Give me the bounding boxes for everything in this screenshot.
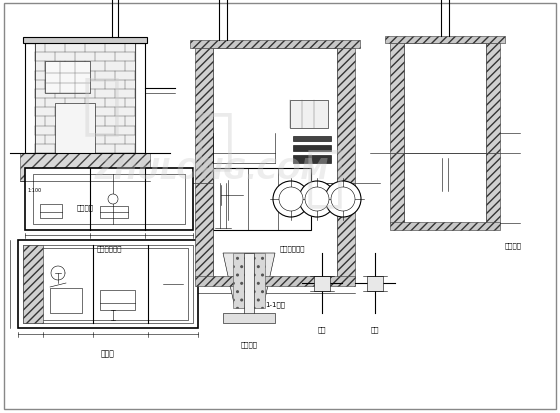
Bar xyxy=(385,37,505,44)
Bar xyxy=(135,44,145,154)
Bar xyxy=(390,223,500,230)
Polygon shape xyxy=(223,254,275,308)
Bar xyxy=(190,41,360,49)
Bar xyxy=(195,276,355,286)
Bar xyxy=(100,290,135,310)
Text: 筑: 筑 xyxy=(82,72,122,138)
Circle shape xyxy=(299,182,335,218)
Bar xyxy=(290,101,328,129)
Bar xyxy=(195,49,213,183)
Bar xyxy=(337,183,355,278)
Bar xyxy=(55,104,95,154)
Bar xyxy=(337,49,355,183)
Text: 网: 网 xyxy=(305,144,345,209)
Bar xyxy=(486,154,500,223)
Bar xyxy=(314,276,330,291)
Bar xyxy=(25,44,35,154)
Bar xyxy=(293,146,331,152)
Text: 1:100: 1:100 xyxy=(28,188,42,192)
Bar xyxy=(50,288,82,313)
Bar xyxy=(244,254,254,318)
Text: 正立面图: 正立面图 xyxy=(77,204,94,210)
Bar xyxy=(390,44,404,154)
Bar xyxy=(404,44,486,154)
Circle shape xyxy=(325,182,361,218)
Bar xyxy=(486,44,500,154)
Bar xyxy=(404,154,486,223)
Text: 化粪池平面图: 化粪池平面图 xyxy=(279,244,305,251)
Bar xyxy=(213,49,337,183)
Circle shape xyxy=(273,182,309,218)
Bar xyxy=(25,169,193,230)
Bar xyxy=(18,240,198,328)
Bar xyxy=(35,44,135,154)
Bar xyxy=(28,248,188,320)
Text: 龙: 龙 xyxy=(195,107,235,173)
Bar xyxy=(213,183,337,278)
Bar xyxy=(233,254,265,308)
Circle shape xyxy=(279,188,303,211)
Text: 出水: 出水 xyxy=(371,325,379,332)
Text: 平面图: 平面图 xyxy=(101,348,115,357)
Bar xyxy=(293,156,331,164)
Bar xyxy=(293,137,331,142)
Bar xyxy=(390,154,404,223)
Bar xyxy=(195,183,213,278)
Bar xyxy=(20,154,150,182)
Bar xyxy=(213,169,311,230)
Text: ZHULONG.COM: ZHULONG.COM xyxy=(95,157,329,185)
Bar xyxy=(223,313,275,323)
Bar xyxy=(23,245,193,323)
Bar xyxy=(23,38,147,44)
Text: 正立面图: 正立面图 xyxy=(505,242,522,248)
Circle shape xyxy=(305,188,329,211)
Bar xyxy=(23,245,43,323)
Bar xyxy=(40,204,62,218)
Circle shape xyxy=(331,188,355,211)
Bar xyxy=(367,276,383,291)
Text: 1-1剖面: 1-1剖面 xyxy=(265,300,285,307)
Bar xyxy=(33,175,185,224)
Text: 出水: 出水 xyxy=(318,325,326,332)
Circle shape xyxy=(108,195,118,204)
Text: 入水管图: 入水管图 xyxy=(240,340,258,347)
Text: 化粪池平面图: 化粪池平面图 xyxy=(96,244,122,251)
Bar xyxy=(45,62,90,94)
Bar xyxy=(100,206,128,218)
